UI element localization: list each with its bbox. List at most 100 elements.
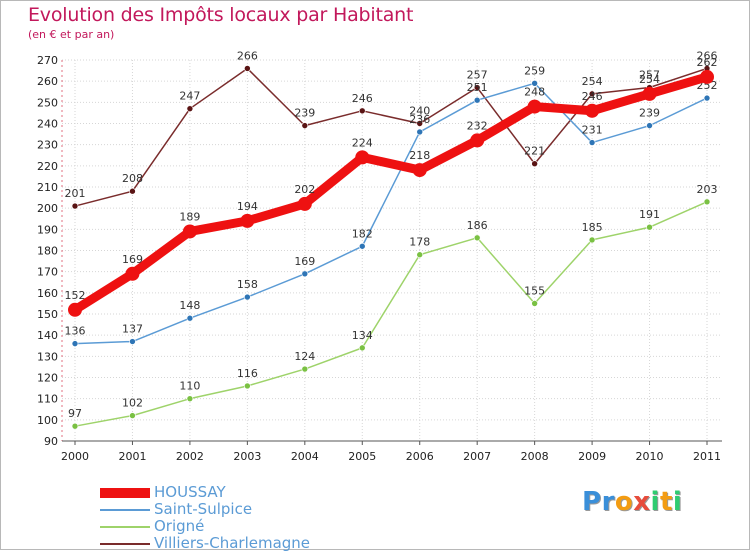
y-tick-label: 90 (44, 435, 58, 448)
data-point-saint-sulpice (301, 270, 309, 278)
data-point-houssay (642, 86, 657, 101)
y-tick-label: 210 (37, 181, 58, 194)
logo-letter: x (633, 487, 651, 517)
series-line-orign- (74, 201, 708, 427)
y-tick-label: 250 (37, 96, 58, 109)
x-tick-label: 2008 (521, 450, 549, 463)
data-point-houssay (297, 196, 312, 211)
legend-label-villiers-charlemagne: Villiers-Charlemagne (154, 534, 311, 552)
chart-subtitle: (en € et par an) (28, 28, 115, 41)
data-label-orign-: 155 (524, 284, 545, 297)
data-point-orign- (129, 412, 136, 419)
data-label-villiers-charlemagne: 246 (352, 92, 373, 105)
data-label-houssay: 254 (639, 73, 660, 86)
data-point-villiers-charlemagne (588, 90, 596, 98)
data-label-orign-: 186 (467, 219, 488, 232)
data-label-saint-sulpice: 239 (639, 107, 660, 120)
data-point-saint-sulpice (244, 293, 251, 301)
y-tick-label: 170 (37, 266, 58, 279)
x-tick-label: 2006 (406, 450, 434, 463)
data-label-houssay: 248 (524, 86, 545, 99)
data-label-orign-: 134 (352, 329, 373, 342)
data-point-saint-sulpice (416, 128, 424, 136)
chart-title: Evolution des Impôts locaux par Habitant (28, 4, 414, 26)
data-point-villiers-charlemagne (129, 187, 136, 195)
data-point-villiers-charlemagne (358, 107, 366, 115)
x-tick-label: 2000 (61, 450, 89, 463)
series-line-villiers-charlemagne (74, 67, 708, 207)
logo-letter: o (614, 487, 634, 517)
data-label-saint-sulpice: 136 (65, 325, 86, 338)
data-point-saint-sulpice (473, 96, 481, 104)
legend-swatch-villiers-charlemagne (100, 543, 150, 545)
y-tick-label: 260 (37, 75, 58, 88)
data-label-saint-sulpice: 169 (294, 255, 315, 268)
data-point-villiers-charlemagne (473, 84, 481, 91)
data-point-orign- (588, 236, 596, 244)
proxiti-logo: Proxiti (582, 487, 682, 517)
data-point-saint-sulpice (358, 242, 366, 250)
x-tick-label: 2009 (578, 450, 606, 463)
data-point-houssay (68, 302, 82, 317)
data-point-orign- (244, 382, 251, 390)
data-point-orign- (186, 395, 194, 402)
data-label-villiers-charlemagne: 221 (524, 145, 545, 158)
data-point-saint-sulpice (129, 338, 136, 345)
y-tick-label: 240 (37, 118, 58, 131)
logo-letter: i (672, 487, 683, 517)
data-label-villiers-charlemagne: 201 (65, 187, 86, 200)
data-point-orign- (473, 234, 481, 242)
data-point-houssay (182, 224, 197, 239)
y-tick-label: 230 (37, 139, 58, 152)
data-point-saint-sulpice (531, 79, 538, 87)
data-point-orign- (416, 251, 424, 259)
x-tick-label: 2005 (348, 450, 376, 463)
data-point-villiers-charlemagne (186, 105, 194, 112)
data-label-orign-: 97 (68, 407, 82, 420)
y-tick-label: 180 (37, 245, 58, 258)
data-point-saint-sulpice (703, 94, 711, 102)
x-tick-label: 2007 (463, 450, 491, 463)
data-label-saint-sulpice: 231 (582, 124, 603, 137)
x-tick-label: 2010 (636, 450, 664, 463)
data-point-villiers-charlemagne (301, 122, 309, 129)
data-label-saint-sulpice: 259 (524, 64, 545, 77)
data-label-saint-sulpice: 236 (409, 113, 430, 126)
data-label-orign-: 178 (409, 236, 430, 249)
data-point-orign- (646, 223, 653, 231)
data-label-houssay: 194 (237, 200, 258, 213)
data-point-houssay (125, 266, 140, 281)
data-label-villiers-charlemagne: 254 (582, 75, 603, 88)
data-label-villiers-charlemagne: 257 (467, 69, 488, 82)
data-label-villiers-charlemagne: 257 (639, 69, 660, 82)
data-point-houssay (412, 163, 427, 178)
y-tick-label: 100 (37, 414, 58, 427)
x-tick-label: 2004 (291, 450, 319, 463)
logo-letter: t (659, 487, 673, 517)
data-label-houssay: 202 (294, 183, 315, 196)
data-label-orign-: 124 (294, 350, 315, 363)
data-label-saint-sulpice: 182 (352, 227, 373, 240)
data-label-villiers-charlemagne: 266 (697, 49, 718, 62)
data-label-orign-: 110 (179, 380, 200, 393)
legend-label-houssay: HOUSSAY (154, 483, 226, 501)
data-label-orign-: 116 (237, 367, 258, 380)
data-label-houssay: 246 (582, 90, 603, 103)
y-tick-label: 110 (37, 393, 58, 406)
data-label-saint-sulpice: 158 (237, 278, 258, 291)
y-tick-label: 140 (37, 329, 58, 342)
data-label-houssay: 152 (65, 289, 86, 302)
data-label-saint-sulpice: 148 (179, 299, 200, 312)
y-tick-label: 220 (37, 160, 58, 173)
data-label-orign-: 203 (697, 183, 718, 196)
data-point-orign- (301, 365, 309, 373)
y-tick-label: 200 (37, 202, 58, 215)
data-point-saint-sulpice (646, 122, 653, 129)
y-tick-label: 270 (37, 54, 58, 67)
series-line-saint-sulpice (74, 82, 708, 345)
data-point-houssay (700, 69, 714, 84)
legend-swatch-houssay (100, 488, 150, 498)
data-label-houssay: 218 (409, 149, 430, 162)
data-point-houssay (355, 150, 370, 165)
